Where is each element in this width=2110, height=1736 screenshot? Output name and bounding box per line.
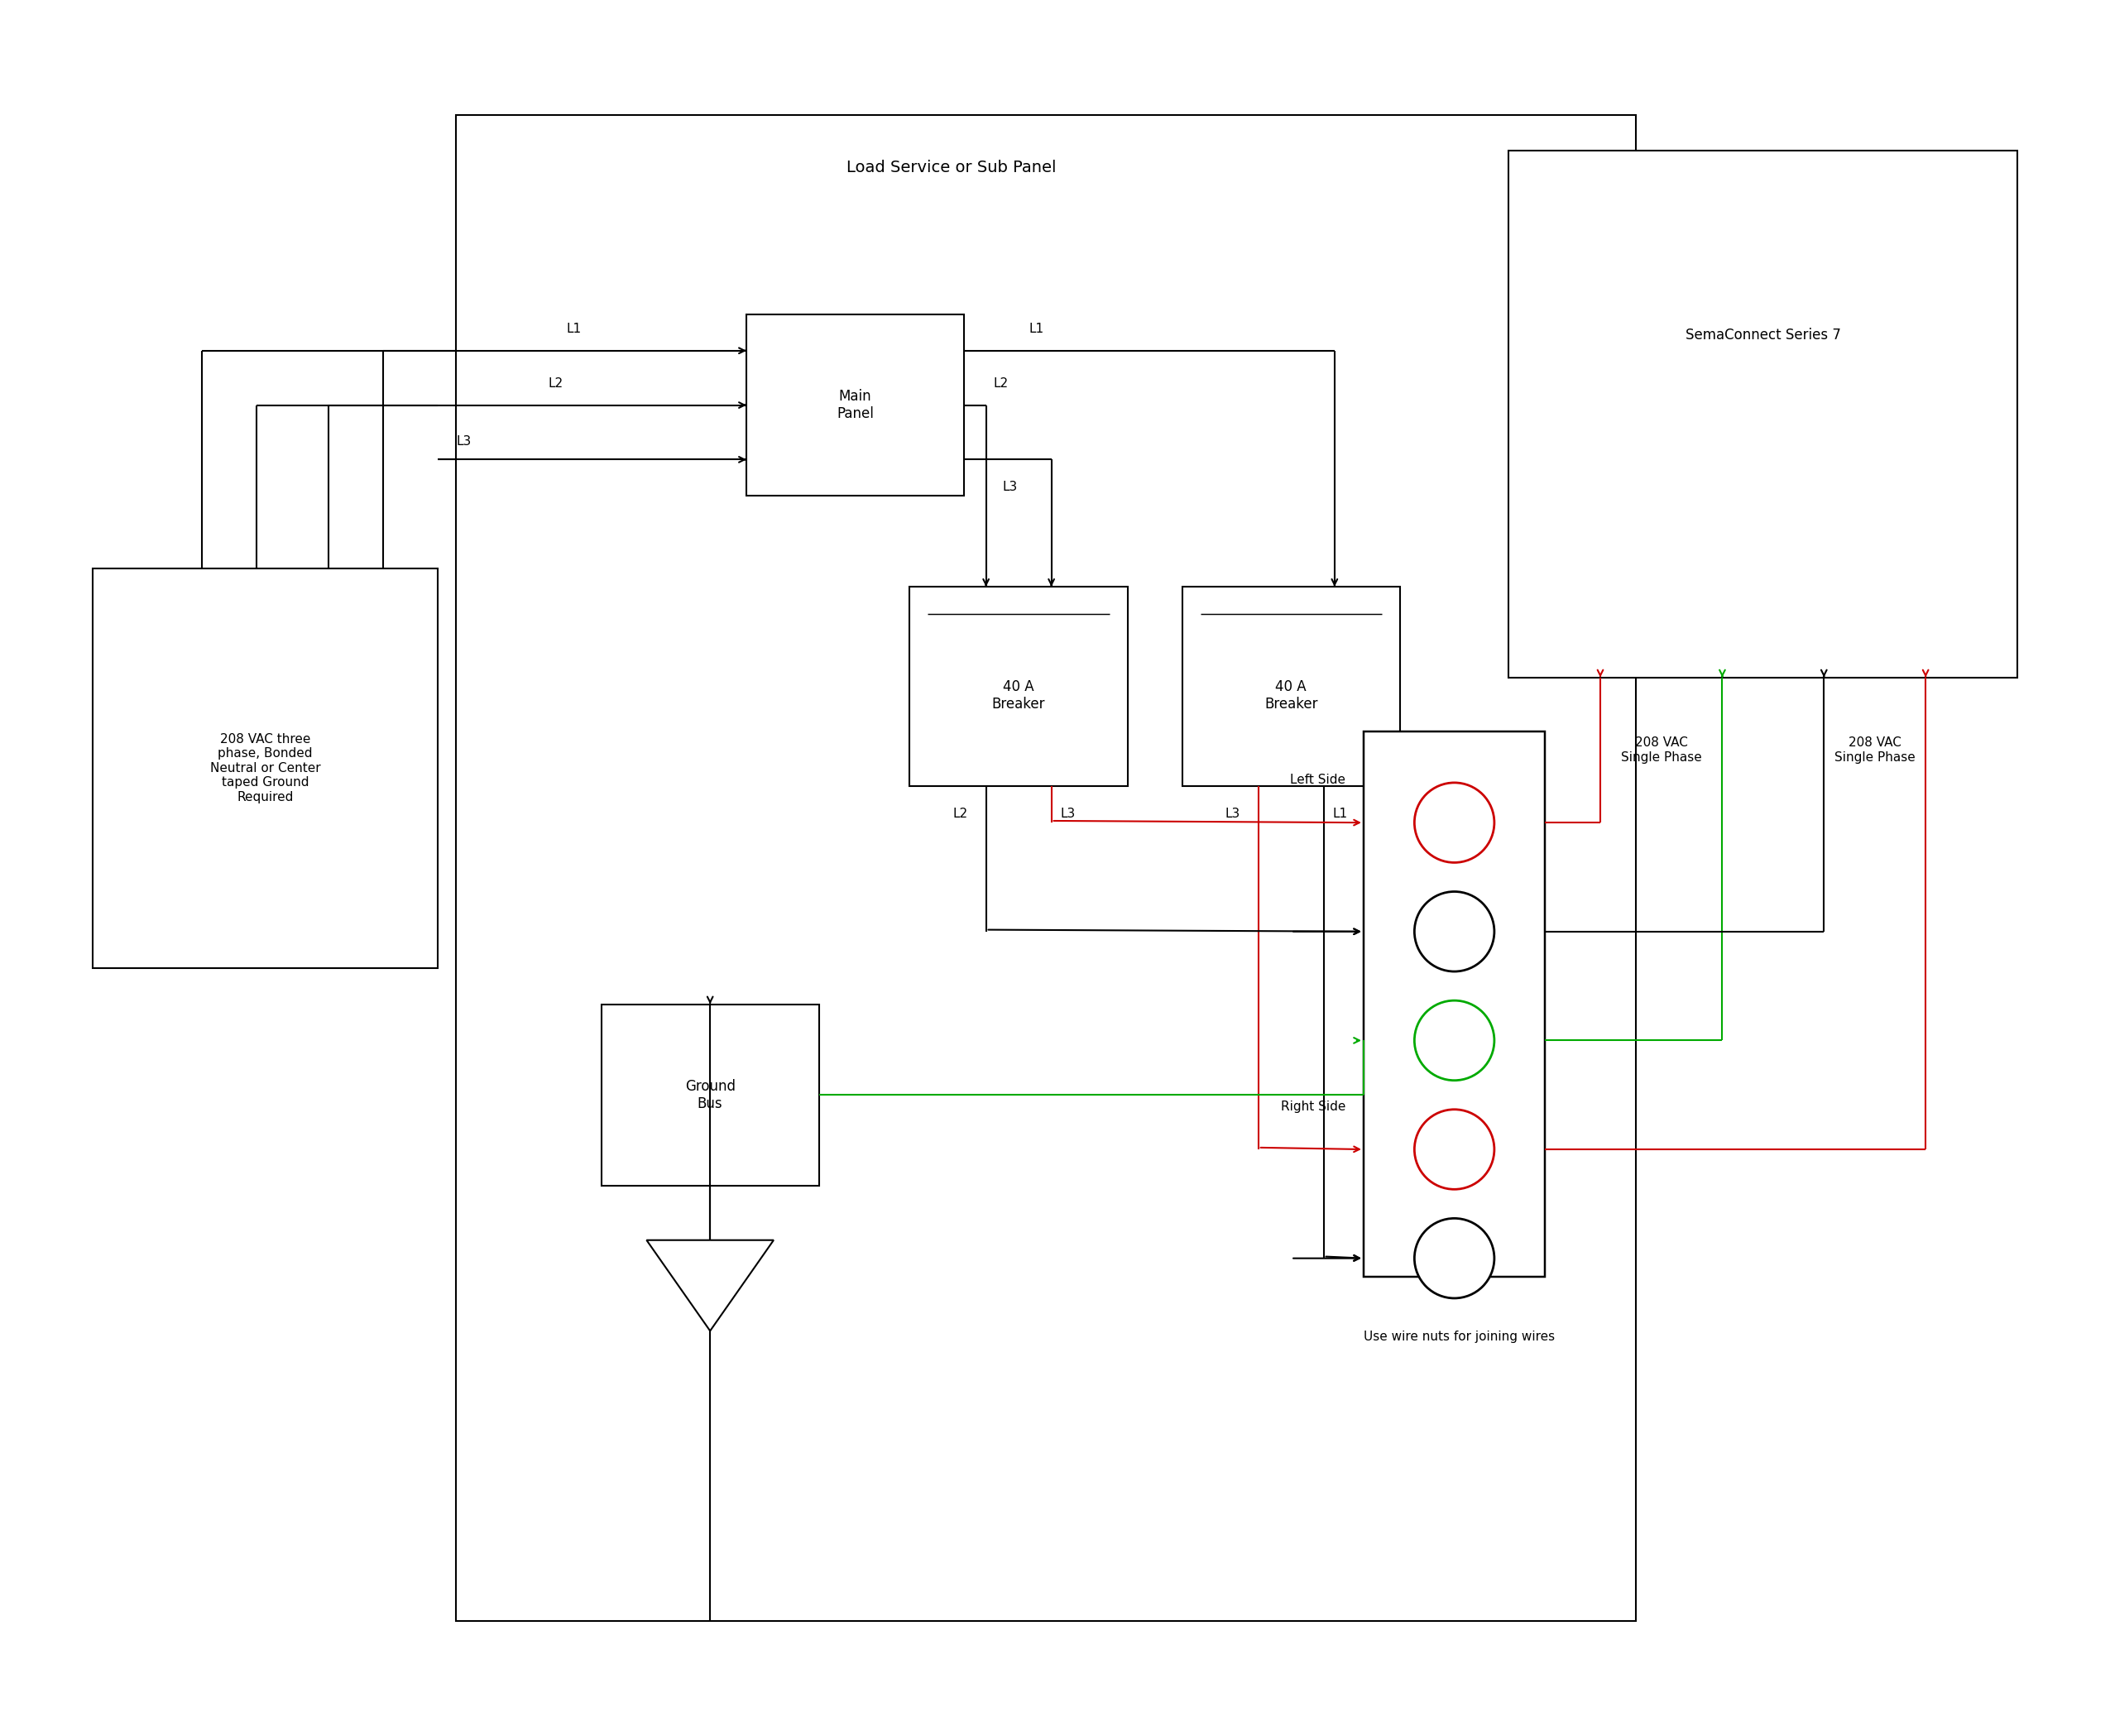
Text: L2: L2 [549, 377, 563, 389]
Text: 208 VAC three
phase, Bonded
Neutral or Center
taped Ground
Required: 208 VAC three phase, Bonded Neutral or C… [211, 733, 321, 804]
Text: Use wire nuts for joining wires: Use wire nuts for joining wires [1363, 1332, 1555, 1344]
Text: Main
Panel: Main Panel [838, 389, 874, 422]
Text: L1: L1 [1030, 323, 1044, 335]
Text: L3: L3 [456, 436, 471, 448]
Text: Left Side: Left Side [1289, 774, 1346, 786]
Text: L2: L2 [954, 807, 968, 819]
Text: SemaConnect Series 7: SemaConnect Series 7 [1686, 328, 1840, 342]
Text: 40 A
Breaker: 40 A Breaker [992, 679, 1044, 712]
Text: L2: L2 [994, 377, 1009, 389]
Bar [1363, 733, 1545, 1276]
Bar [601, 1003, 819, 1186]
Polygon shape [646, 1240, 774, 1332]
Circle shape [1414, 783, 1494, 863]
Bar [1509, 151, 2017, 677]
Bar [747, 314, 964, 496]
Circle shape [1414, 1219, 1494, 1299]
Text: L1: L1 [565, 323, 582, 335]
Text: Ground
Bus: Ground Bus [686, 1078, 736, 1111]
Text: L1: L1 [1334, 807, 1348, 819]
Text: L3: L3 [1061, 807, 1076, 819]
Circle shape [1414, 1000, 1494, 1080]
Bar [1182, 587, 1399, 786]
Text: L3: L3 [1226, 807, 1241, 819]
Circle shape [1414, 892, 1494, 972]
Text: Right Side: Right Side [1281, 1101, 1346, 1113]
Text: 40 A
Breaker: 40 A Breaker [1264, 679, 1317, 712]
Text: 208 VAC
Single Phase: 208 VAC Single Phase [1620, 736, 1703, 764]
Bar [93, 568, 437, 969]
Text: 208 VAC
Single Phase: 208 VAC Single Phase [1834, 736, 1916, 764]
Text: L3: L3 [1002, 481, 1017, 493]
Bar [909, 587, 1127, 786]
Bar [456, 115, 1635, 1621]
Circle shape [1414, 1109, 1494, 1189]
Text: Load Service or Sub Panel: Load Service or Sub Panel [846, 160, 1057, 175]
